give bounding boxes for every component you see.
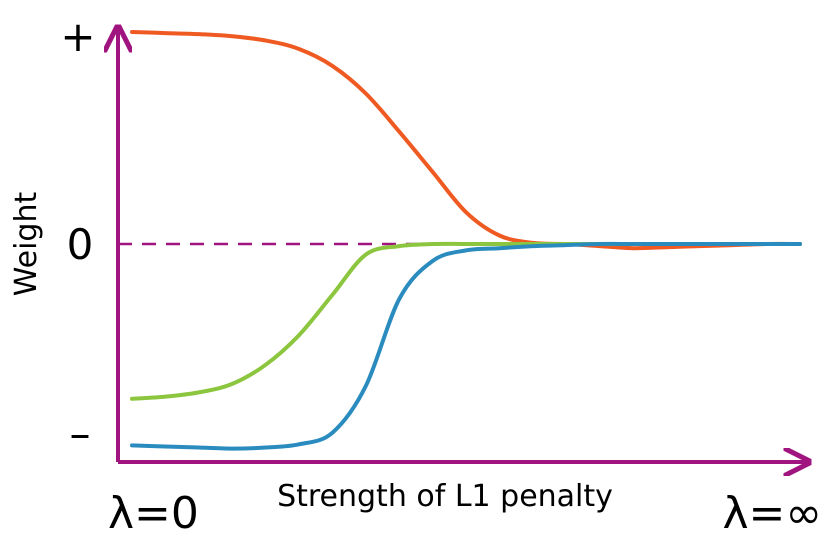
y-tick-minus: – [70, 409, 91, 458]
series-layer [130, 30, 802, 451]
x-start-label: λ=0 [108, 488, 199, 539]
x-end-label: λ=∞ [722, 488, 822, 539]
x-axis-label: Strength of L1 penalty [277, 479, 613, 514]
y-tick-plus: + [60, 12, 95, 61]
series-line-3 [130, 241, 802, 451]
series-line-2 [130, 241, 802, 401]
y-tick-zero: 0 [67, 220, 94, 269]
y-axis-label: Weight [9, 192, 44, 297]
series-line-1 [130, 30, 802, 251]
